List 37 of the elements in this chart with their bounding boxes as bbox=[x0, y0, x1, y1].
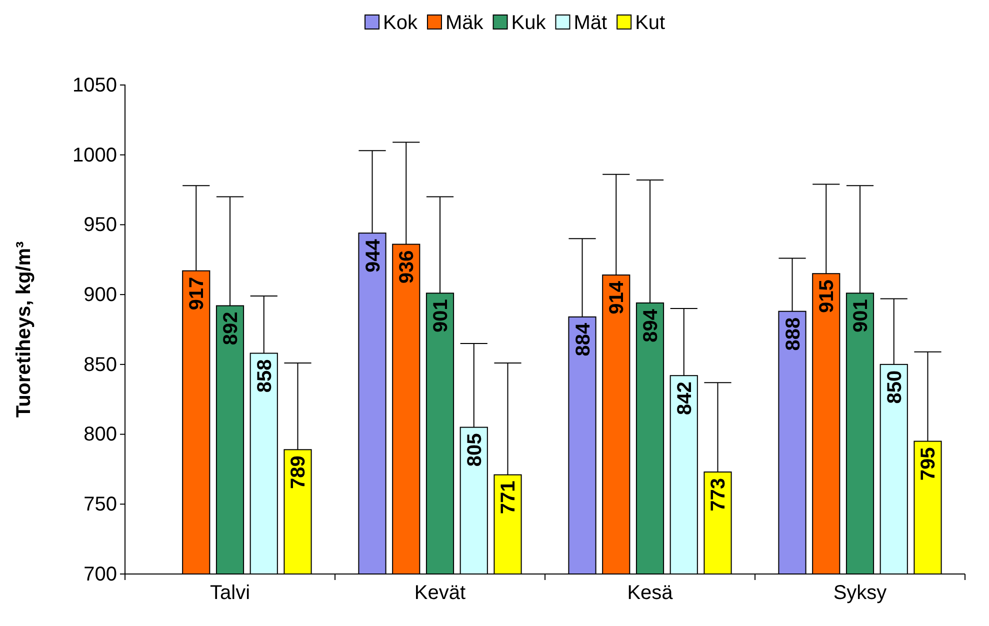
data-label: 915 bbox=[816, 280, 838, 313]
y-tick-label: 1050 bbox=[72, 74, 117, 96]
data-label: 944 bbox=[362, 238, 384, 272]
data-label: 858 bbox=[254, 359, 276, 393]
x-tick-label: Kesä bbox=[627, 582, 674, 604]
y-tick-label: 900 bbox=[84, 284, 117, 306]
legend-label: Mäk bbox=[445, 12, 484, 34]
data-label: 795 bbox=[918, 447, 940, 481]
y-tick-label: 800 bbox=[84, 424, 117, 446]
y-tick-label: 850 bbox=[84, 354, 117, 376]
data-label: 894 bbox=[640, 308, 662, 342]
data-label: 850 bbox=[884, 370, 906, 404]
y-tick-label: 750 bbox=[84, 494, 117, 516]
legend-label: Kuk bbox=[511, 12, 547, 34]
data-label: 888 bbox=[782, 317, 804, 351]
data-label: 884 bbox=[572, 322, 594, 356]
x-tick-label: Syksy bbox=[833, 582, 887, 604]
y-tick-label: 1000 bbox=[72, 144, 117, 166]
y-tick-label: 700 bbox=[84, 563, 117, 586]
data-label: 842 bbox=[674, 382, 696, 415]
data-label: 789 bbox=[288, 456, 310, 490]
legend-label: Kok bbox=[383, 12, 418, 34]
y-tick-label: 950 bbox=[84, 214, 117, 236]
data-label: 917 bbox=[186, 276, 208, 310]
data-label: 901 bbox=[850, 299, 872, 333]
legend-label: Kut bbox=[635, 12, 666, 34]
data-label: 805 bbox=[464, 433, 486, 467]
x-tick-label: Kevät bbox=[414, 582, 466, 604]
data-label: 914 bbox=[606, 280, 628, 314]
data-label: 892 bbox=[220, 312, 242, 346]
data-label: 773 bbox=[708, 478, 730, 512]
y-axis-title: Tuoretiheys, kg/m³ bbox=[13, 240, 35, 418]
data-label: 936 bbox=[396, 250, 418, 284]
legend-label: Mät bbox=[574, 12, 608, 34]
x-tick-label: Talvi bbox=[210, 582, 250, 604]
data-label: 771 bbox=[498, 480, 520, 514]
data-label: 901 bbox=[430, 299, 452, 333]
